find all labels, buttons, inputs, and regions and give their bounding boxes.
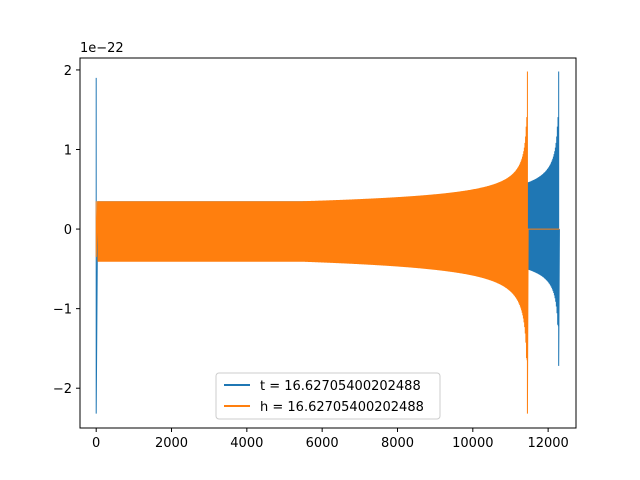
y-tick-label: 0: [64, 223, 72, 238]
x-tick-label: 4000: [230, 436, 263, 451]
series-line: [95, 71, 560, 414]
x-tick-label: 6000: [306, 436, 339, 451]
y-tick-label: 2: [64, 64, 72, 79]
x-tick-label: 10000: [452, 436, 493, 451]
legend: t = 16.62705400202488 h = 16.62705400202…: [215, 372, 441, 420]
legend-entry-h: h = 16.62705400202488: [260, 400, 424, 415]
x-tick-label: 12000: [527, 436, 568, 451]
y-tick-label: −2: [53, 382, 72, 397]
y-axis: −2 −1 0 1 2: [53, 64, 80, 397]
y-tick-label: 1: [64, 144, 72, 159]
legend-entry-t: t = 16.62705400202488: [260, 379, 421, 394]
series-h: [95, 71, 560, 414]
x-axis: 0 2000 4000 6000 8000 10000 12000: [92, 428, 569, 451]
x-tick-label: 2000: [155, 436, 188, 451]
x-tick-label: 8000: [381, 436, 414, 451]
y-offset-label: 1e−22: [80, 41, 124, 56]
legend-box: [215, 372, 441, 420]
y-tick-label: −1: [53, 303, 72, 318]
plot-frame: [79, 57, 577, 429]
series-layer: [95, 71, 560, 414]
x-tick-label: 0: [92, 436, 100, 451]
